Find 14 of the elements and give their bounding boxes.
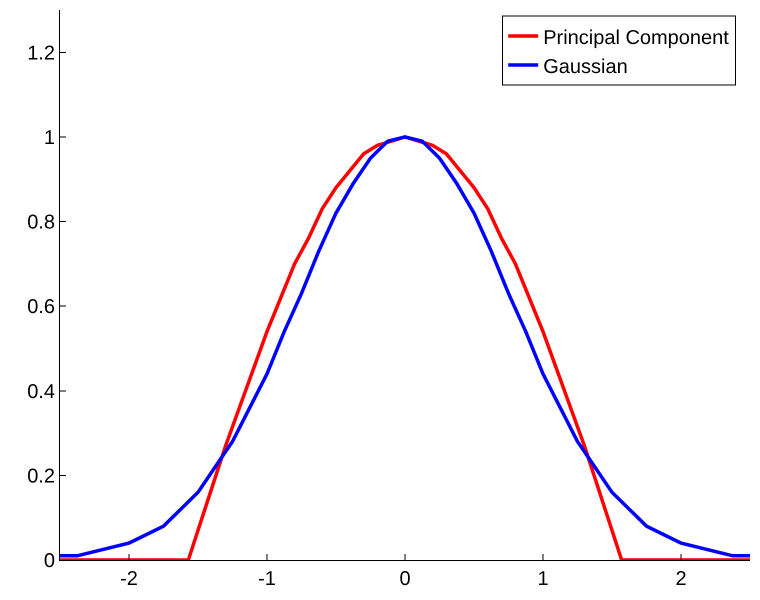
x-tick-label: -1 (258, 568, 276, 590)
y-tick-label: 0.6 (27, 296, 55, 318)
x-tick-label: 0 (399, 568, 411, 590)
y-tick-label: 0 (44, 550, 55, 572)
y-tick-label: 1 (44, 126, 55, 149)
x-tick-label: -2 (120, 568, 138, 590)
x-tick-label: 1 (537, 568, 549, 590)
y-tick-label: 1.2 (27, 42, 55, 64)
y-tick-label: 0.4 (27, 380, 55, 403)
y-tick-label: 0.2 (27, 465, 55, 488)
legend-label: Gaussian (543, 56, 628, 78)
x-tick-label: 2 (675, 568, 687, 590)
y-tick-label: 0.8 (27, 212, 55, 234)
legend-label: Principal Component (543, 26, 730, 49)
